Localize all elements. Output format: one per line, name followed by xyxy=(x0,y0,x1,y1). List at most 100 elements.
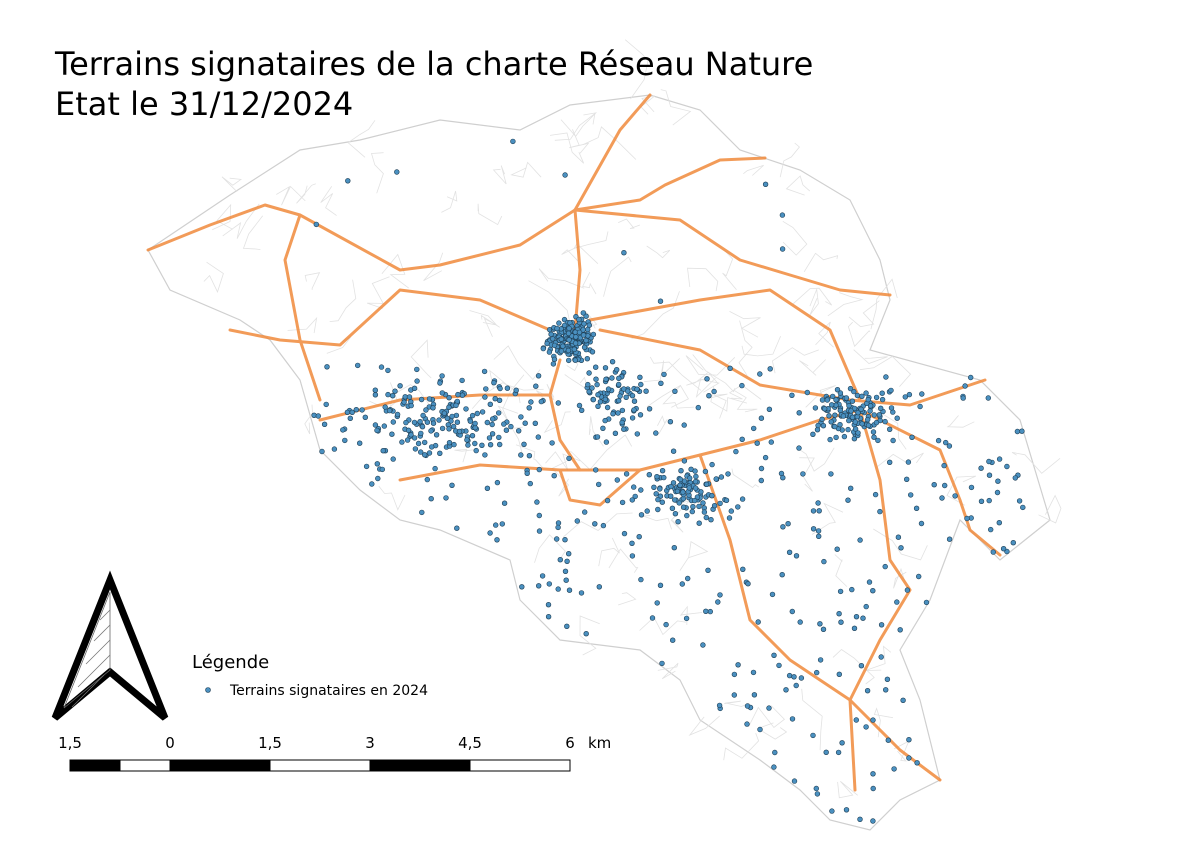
border xyxy=(811,502,844,535)
site-point xyxy=(870,429,877,435)
site-point xyxy=(430,420,437,426)
site-point xyxy=(663,621,669,628)
site-point xyxy=(678,468,684,474)
site-point xyxy=(344,409,351,415)
site-point xyxy=(677,482,683,488)
site-point xyxy=(372,387,378,393)
site-point xyxy=(536,512,542,519)
highway xyxy=(228,288,552,347)
site-point xyxy=(755,619,761,625)
site-point xyxy=(852,426,859,432)
site-point xyxy=(785,520,791,527)
site-point xyxy=(638,381,644,388)
site-point xyxy=(797,619,803,625)
site-point xyxy=(674,488,681,494)
site-point xyxy=(786,672,793,679)
site-point xyxy=(439,425,446,432)
site-point xyxy=(526,453,533,459)
border xyxy=(946,475,976,506)
site-point xyxy=(453,402,459,409)
site-point xyxy=(815,422,821,429)
site-point xyxy=(780,475,786,481)
site-point xyxy=(846,403,852,409)
site-point xyxy=(852,419,858,425)
border xyxy=(660,89,692,126)
site-point xyxy=(486,435,493,441)
border xyxy=(203,261,224,293)
site-point xyxy=(829,808,835,814)
site-point xyxy=(789,608,795,615)
site-point xyxy=(832,423,838,430)
site-point xyxy=(562,172,568,178)
site-point xyxy=(923,599,930,606)
site-point xyxy=(436,417,442,423)
border xyxy=(646,245,671,259)
site-point xyxy=(717,592,723,598)
site-point xyxy=(864,416,871,423)
site-point xyxy=(837,407,843,413)
site-point xyxy=(482,394,488,400)
site-point xyxy=(706,393,712,399)
site-point xyxy=(888,387,894,394)
site-point xyxy=(671,497,678,503)
site-point xyxy=(766,705,772,711)
site-point xyxy=(1016,498,1023,504)
border xyxy=(644,358,680,382)
site-point xyxy=(592,364,599,370)
site-point xyxy=(834,546,840,552)
scale-label: 1,5 xyxy=(258,734,282,752)
border xyxy=(728,384,762,400)
site-point xyxy=(535,583,542,589)
scale-label: 4,5 xyxy=(458,734,482,752)
site-point xyxy=(518,452,524,458)
border xyxy=(560,112,598,138)
border xyxy=(708,393,728,419)
site-point xyxy=(847,385,854,392)
site-point xyxy=(324,364,330,370)
site-point xyxy=(562,536,568,543)
border xyxy=(370,152,384,194)
municipal-borders xyxy=(203,39,1062,799)
site-point xyxy=(967,374,974,381)
site-point xyxy=(1019,428,1025,434)
site-point xyxy=(585,381,591,388)
site-point xyxy=(815,500,821,506)
site-point xyxy=(453,412,460,419)
site-point xyxy=(484,419,490,426)
site-point xyxy=(667,493,674,499)
site-point xyxy=(661,474,667,481)
site-point xyxy=(629,393,636,399)
site-point xyxy=(814,791,821,797)
site-point xyxy=(439,390,445,396)
border xyxy=(378,485,406,511)
site-point xyxy=(565,550,572,557)
border xyxy=(551,461,570,497)
site-point xyxy=(819,397,826,403)
border xyxy=(497,405,523,454)
site-point xyxy=(623,471,630,477)
site-point xyxy=(703,514,709,521)
site-point xyxy=(817,657,824,663)
site-point xyxy=(550,361,557,367)
border xyxy=(662,385,694,409)
site-point xyxy=(390,456,396,462)
site-point xyxy=(840,413,847,419)
border xyxy=(657,415,668,435)
site-point xyxy=(655,496,661,503)
border xyxy=(646,384,689,408)
country-outline xyxy=(147,94,1051,831)
highway xyxy=(573,208,582,332)
site-point xyxy=(723,497,730,503)
site-point xyxy=(483,386,489,392)
site-point xyxy=(551,356,558,362)
site-point xyxy=(580,332,587,338)
border xyxy=(543,411,571,434)
site-point xyxy=(873,394,880,401)
site-point xyxy=(837,422,843,428)
site-point xyxy=(382,404,388,410)
site-point xyxy=(702,468,709,475)
site-point xyxy=(631,407,637,413)
site-point xyxy=(621,530,628,537)
site-point xyxy=(621,250,627,256)
site-point xyxy=(372,392,379,398)
